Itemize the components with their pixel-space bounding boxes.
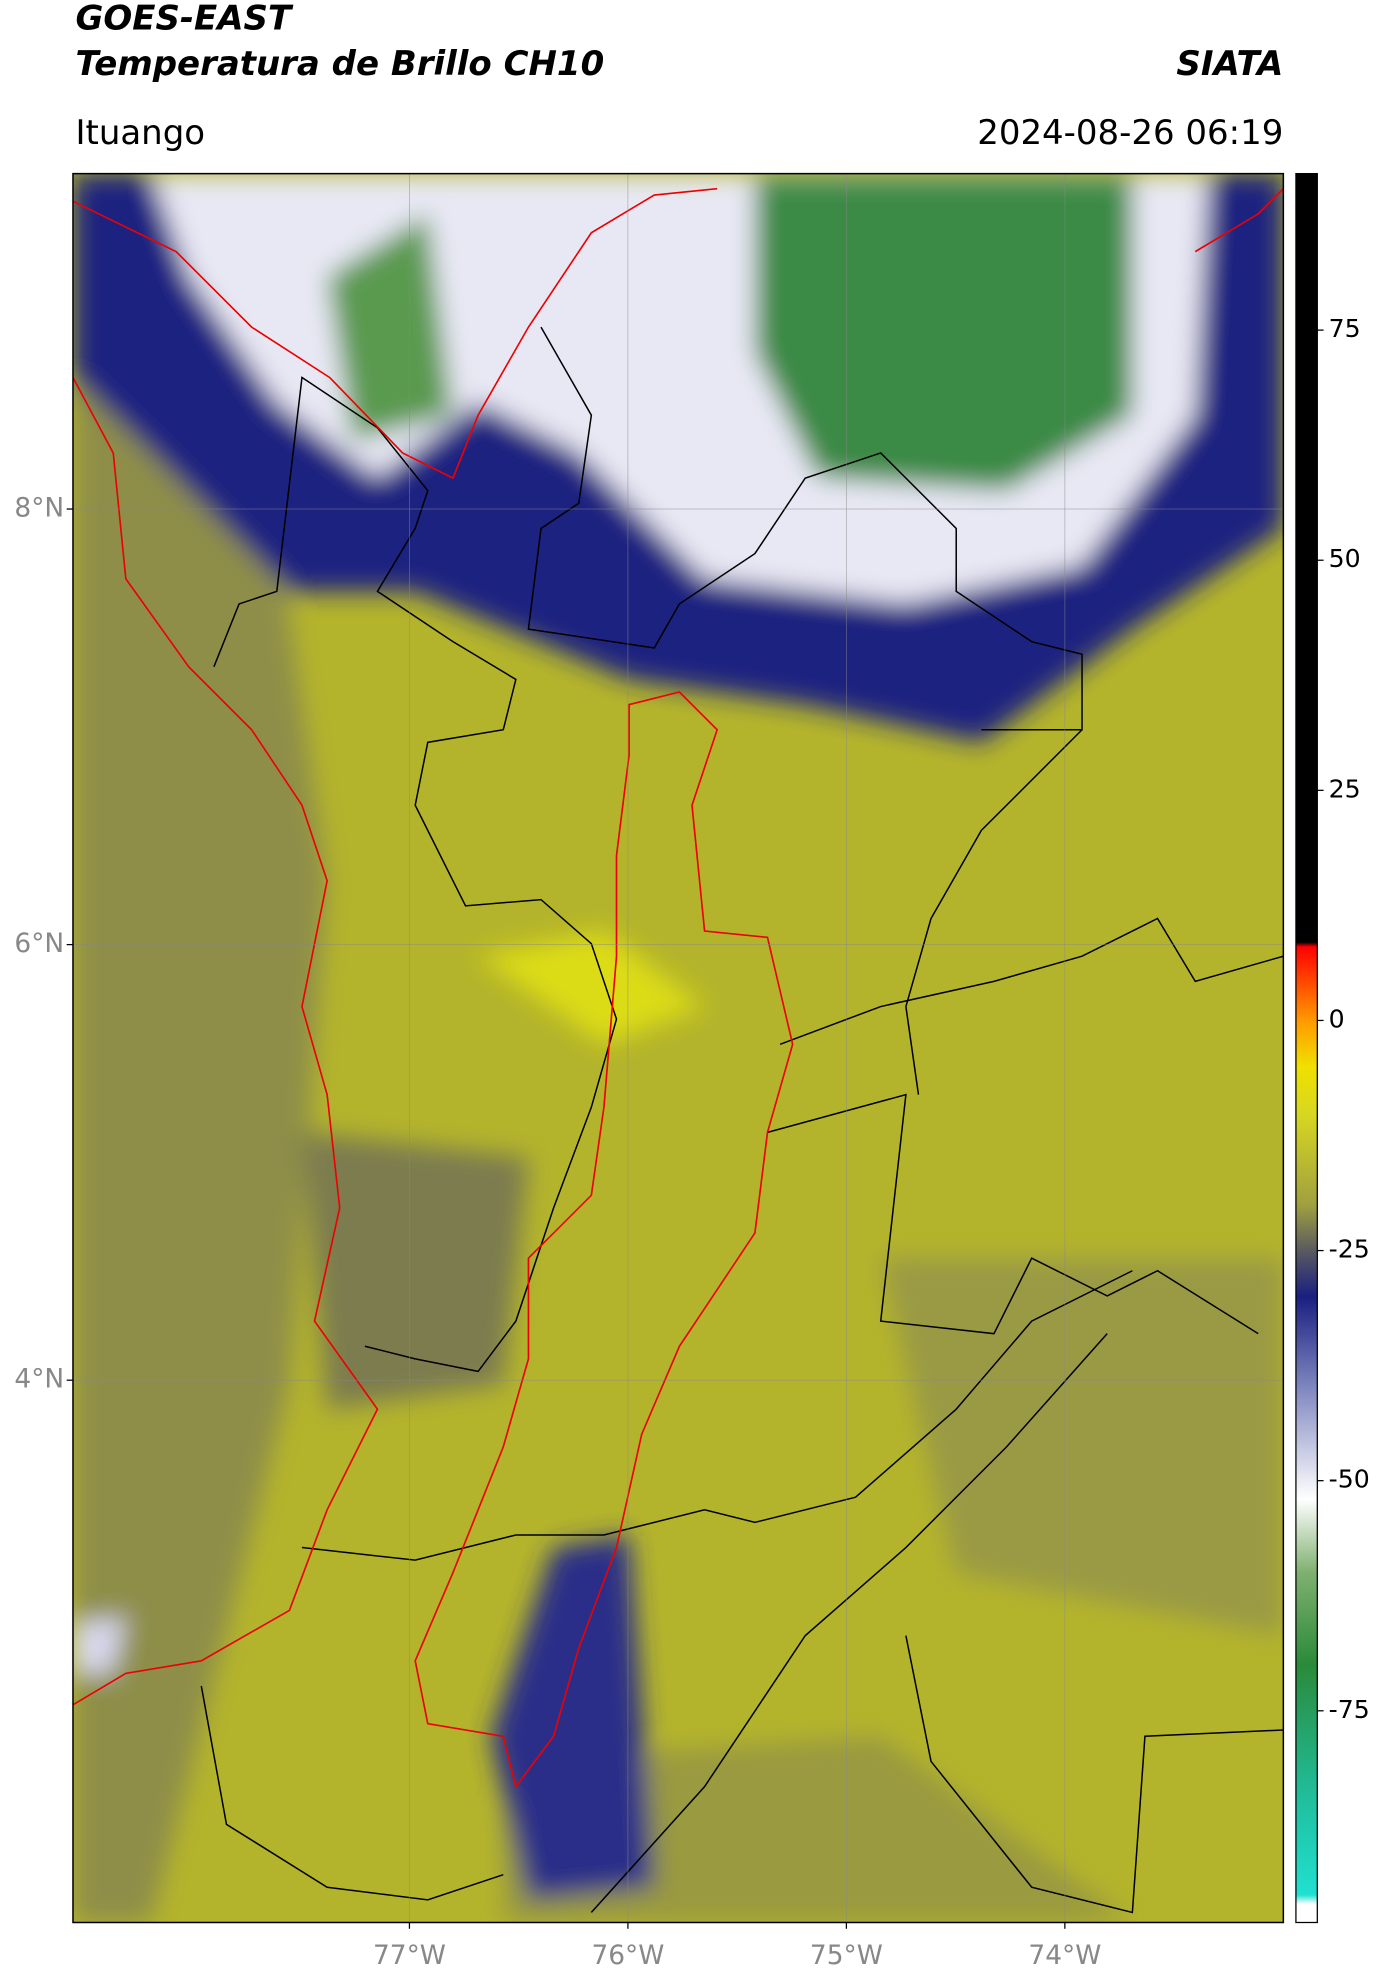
- lon-tick-label: 76°W: [591, 1940, 664, 1971]
- colorbar-tick-label: 0: [1329, 1004, 1345, 1033]
- lat-tick-label: 4°N: [14, 1364, 64, 1395]
- colorbar-tick-label: 25: [1329, 774, 1361, 803]
- source: SIATA: [1176, 44, 1283, 84]
- lat-tick-label: 8°N: [14, 493, 64, 524]
- location: Ituango: [75, 113, 205, 153]
- datetime: 2024-08-26 06:19: [977, 113, 1283, 153]
- lat-tick-label: 6°N: [14, 928, 64, 959]
- lon-tick-label: 75°W: [810, 1940, 883, 1971]
- colorbar-tick-label: 75: [1329, 314, 1361, 343]
- title: GOES-EAST: [75, 0, 293, 39]
- map-frame: [72, 172, 1285, 1924]
- colorbar-tick-label: -25: [1329, 1235, 1370, 1264]
- lon-tick-label: 77°W: [373, 1940, 446, 1971]
- colorbar-tick-label: -50: [1329, 1465, 1370, 1494]
- colorbar-tick-label: -75: [1329, 1695, 1370, 1724]
- subtitle: Temperatura de Brillo CH10: [75, 44, 604, 84]
- lon-tick-label: 74°W: [1028, 1940, 1101, 1971]
- colorbar-tick-label: 50: [1329, 544, 1361, 573]
- satellite-image: [72, 173, 1284, 1923]
- colorbar: [1295, 172, 1318, 1924]
